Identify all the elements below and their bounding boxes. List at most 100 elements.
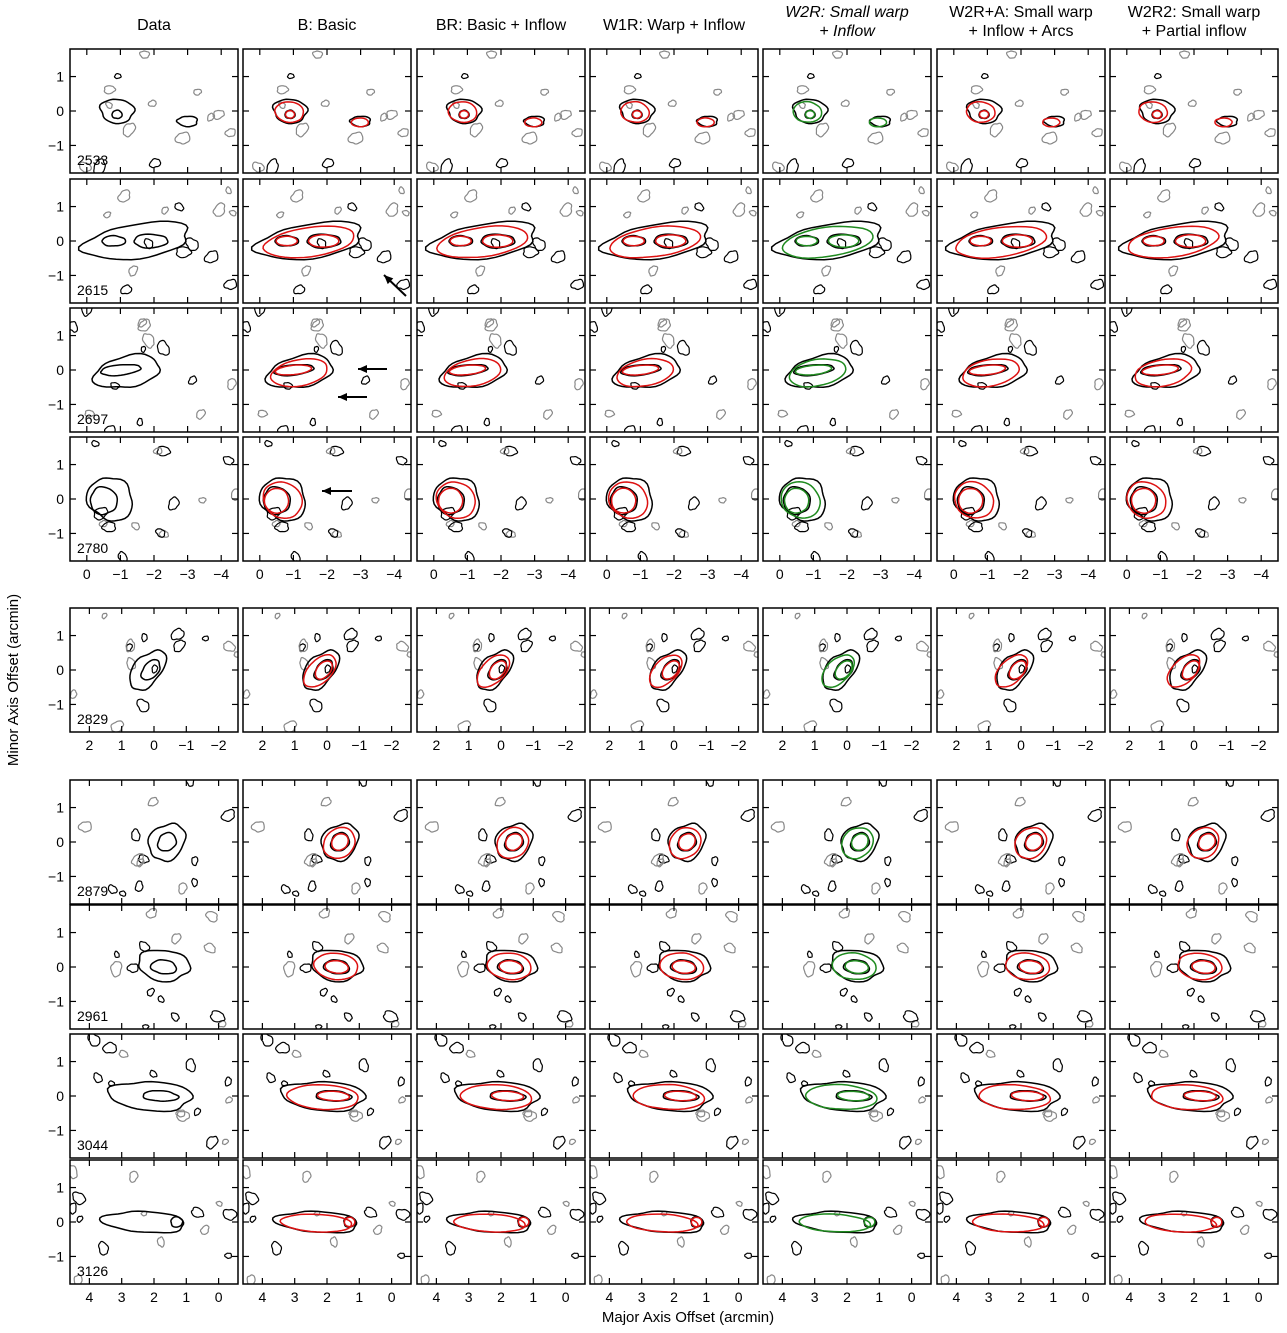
noise-contour [79,161,92,173]
noise-contour [1052,1058,1064,1073]
noise-contour [633,73,642,80]
noise-contour [274,1041,291,1054]
noise-contour [1054,375,1065,385]
noise-contour [286,73,295,80]
noise-contour [1018,664,1026,674]
noise-contour [829,698,843,713]
noise-contour [1082,1200,1090,1207]
x-tick-label: −3 [700,566,716,582]
noise-contour [748,209,757,217]
noise-contour [142,1024,150,1029]
noise-contour [249,1215,257,1224]
panel-r4-c0: 1 0 −1 2829 2 1 0 −1 −2 [48,607,239,753]
noise-contour [840,99,850,107]
noise-contour [299,963,312,974]
noise-contour [674,528,686,538]
x-tick-label: −4 [213,566,229,582]
noise-contour [84,409,96,418]
noise-contour [676,1236,685,1248]
noise-contour [1244,911,1258,923]
noise-contour [134,880,144,892]
noise-contour [175,246,193,259]
noise-contour [221,1138,230,1146]
noise-contour [120,284,133,295]
model-contour-inner [448,364,487,376]
data-contour-inner [826,233,862,249]
noise-contour [744,1252,752,1260]
model-contour-outer [668,826,702,860]
panel-r6-c2 [416,904,586,1030]
model-contour-inner [863,1216,876,1228]
noise-contour [672,447,683,455]
model-contour-inner [1024,832,1043,851]
noise-contour [489,1024,497,1029]
noise-contour [540,1107,549,1117]
noise-contour [648,265,659,277]
noise-contour [1233,88,1243,96]
noise-contour [481,880,491,892]
y-tick-label: 1 [56,628,64,644]
noise-contour [209,1010,226,1023]
noise-contour [397,1252,405,1260]
panel-r1-c1 [242,178,412,304]
noise-contour [1008,333,1022,349]
model-contour-outer [436,225,529,259]
noise-contour [810,550,821,561]
model-contour-outer [609,225,702,259]
noise-contour [732,202,746,217]
noise-contour [1160,284,1173,295]
noise-contour [659,50,671,59]
noise-contour [797,425,809,432]
model-contour-outer [496,826,530,860]
noise-contour [977,381,988,390]
noise-contour [503,339,517,356]
noise-contour [1264,1252,1272,1260]
noise-contour [917,1076,925,1087]
noise-contour [126,643,133,652]
noise-contour [201,635,209,642]
model-contour-inner [263,487,290,514]
noise-contour [1010,238,1021,250]
noise-contour [198,496,207,504]
noise-contour [293,284,306,295]
noise-contour [657,318,672,332]
velocity-label: 3044 [77,1137,108,1153]
x-tick-label: 0 [83,566,91,582]
noise-contour [494,796,506,807]
panel-r6-c6 [1109,904,1279,1030]
column-subtitle-6: + Partial inflow [1142,23,1247,40]
noise-contour [312,50,324,59]
noise-contour [1112,1191,1127,1206]
noise-contour [243,689,251,699]
noise-contour [477,853,492,867]
noise-contour [483,858,492,868]
noise-contour [1165,638,1176,653]
noise-contour [310,318,321,328]
noise-contour [315,1024,323,1029]
data-contour-outer [432,477,481,522]
x-tick-label: −1 [1218,737,1234,753]
noise-contour [1045,882,1055,895]
noise-contour [364,877,371,888]
y-tick-label: −1 [48,525,64,541]
noise-contour [572,186,579,195]
noise-contour [1196,339,1210,356]
panel-frame [242,48,412,174]
noise-contour [1144,425,1156,432]
noise-contour [571,1252,579,1260]
noise-contour [347,131,364,145]
noise-contour [666,987,675,997]
annotation-arrow [338,393,367,401]
noise-contour [1171,522,1181,531]
noise-contour [450,85,464,95]
noise-contour [832,50,844,59]
noise-contour [1182,1024,1190,1029]
x-tick-label: 4 [258,1289,266,1305]
noise-contour [593,1274,603,1284]
x-tick-label: 1 [355,1289,363,1305]
noise-contour [833,345,840,353]
noise-contour [444,1240,457,1256]
noise-contour [329,1236,338,1248]
noise-contour [476,1170,486,1183]
